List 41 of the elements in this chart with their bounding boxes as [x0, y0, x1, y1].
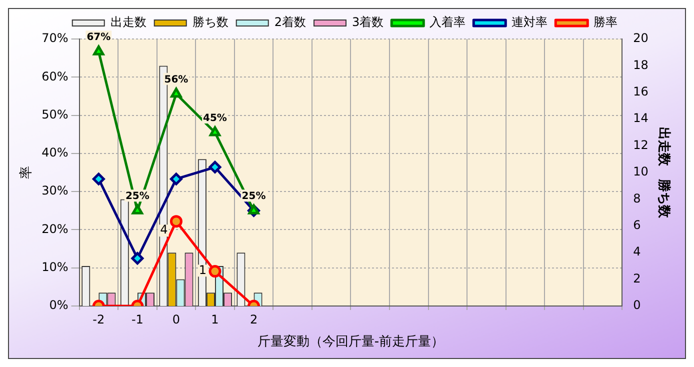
y-tick-label: 10%	[42, 260, 68, 274]
y2-tick-label: 4	[633, 244, 641, 259]
y-tick-label: 0%	[49, 298, 68, 312]
data-label: 4	[160, 222, 168, 237]
y-tick-label: 60%	[42, 69, 68, 84]
legend-label: 3着数	[352, 15, 384, 30]
x-tick-label: 1	[211, 312, 219, 326]
y-tick-label: 30%	[42, 184, 68, 198]
legend-label: 勝率	[594, 15, 618, 30]
y2-tick-label: 14	[633, 111, 648, 126]
y2-tick-label: 12	[633, 138, 648, 152]
y2-tick-label: 10	[633, 164, 648, 179]
legend-label: 勝ち数	[192, 15, 228, 30]
data-label: 25%	[125, 191, 150, 202]
legend-label: 入着率	[430, 15, 466, 30]
y2-tick-label: 2	[633, 271, 641, 286]
data-label: 67%	[86, 32, 111, 44]
data-label: 25%	[242, 191, 266, 202]
x-tick-label: 2	[250, 312, 258, 326]
y-tick-label: 70%	[42, 31, 68, 46]
x-tick-label: 0	[172, 312, 180, 326]
y2-tick-label: 18	[633, 58, 648, 72]
legend-label: 連対率	[512, 15, 548, 30]
x-axis-title: 斤量変動（今回斤量-前走斤量）	[257, 334, 444, 350]
y-axis-title: 率	[18, 166, 34, 179]
y2-tick-label: 6	[633, 218, 641, 232]
y-tick-label: 50%	[42, 107, 68, 122]
data-label: 45%	[203, 113, 227, 124]
y-tick-label: 40%	[42, 146, 68, 160]
legend-label: 出走数	[110, 15, 146, 30]
legend-label: 2着数	[274, 15, 306, 30]
x-tick-label: -1	[131, 312, 144, 326]
y2-tick-label: 0	[633, 298, 641, 312]
y2-tick-label: 8	[633, 191, 641, 206]
x-tick-label: -2	[92, 312, 105, 326]
data-label: 1	[198, 262, 207, 277]
data-label: 56%	[164, 74, 188, 86]
y2-tick-label: 20	[633, 31, 648, 46]
y2-tick-label: 16	[633, 84, 648, 99]
y-tick-label: 20%	[42, 222, 68, 236]
y2-axis-title: 出走数 勝ち数	[656, 127, 671, 219]
